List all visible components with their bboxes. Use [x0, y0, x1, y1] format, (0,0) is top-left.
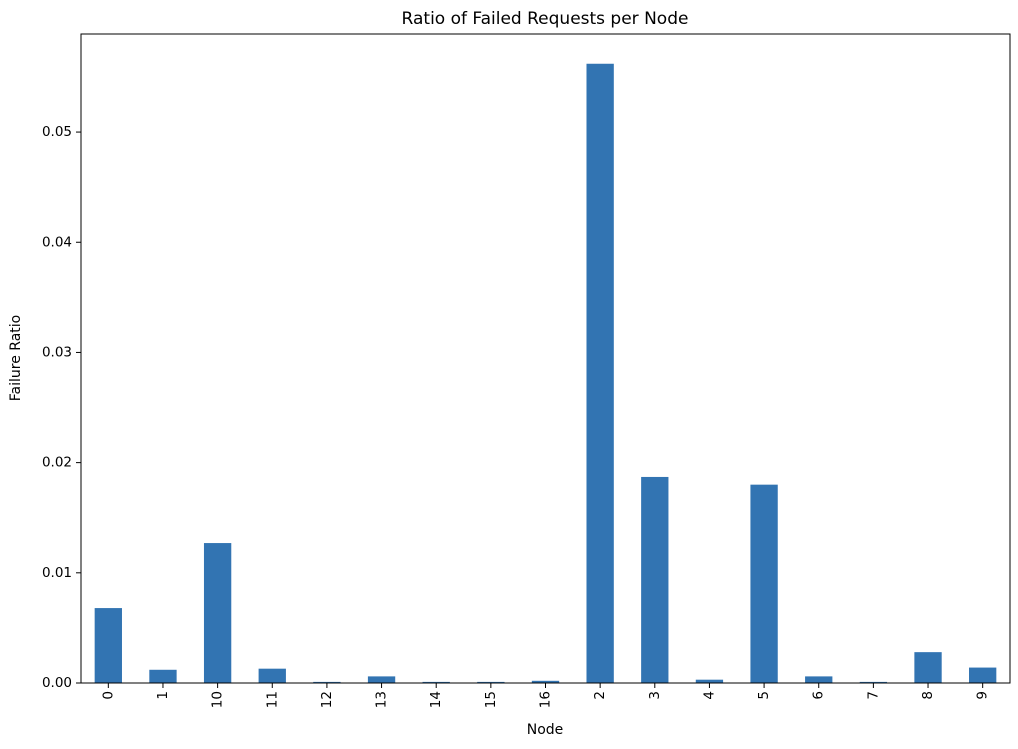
- bar-node-13: [367, 676, 396, 683]
- x-tick-label: 13: [374, 691, 390, 708]
- x-tick-label: 9: [975, 691, 991, 700]
- x-tick-label: 14: [428, 691, 444, 708]
- bar-node-15: [477, 681, 505, 683]
- bar-node-3: [641, 476, 669, 683]
- x-tick-label: 1: [155, 691, 171, 700]
- chart-title: Ratio of Failed Requests per Node: [402, 9, 689, 29]
- x-tick-label: 4: [701, 691, 717, 700]
- y-axis-ticks: 0.00 0.01 0.02 0.03 0.04 0.05: [42, 124, 81, 691]
- y-tick-label: 0.05: [42, 124, 72, 140]
- y-tick-label: 0.04: [42, 234, 72, 250]
- bar-node-4: [695, 679, 724, 683]
- bar-node-0: [94, 608, 122, 683]
- bar-node-14: [422, 681, 450, 683]
- bar-node-16: [531, 680, 560, 683]
- x-tick-label: 7: [865, 691, 881, 700]
- x-tick-label: 5: [756, 691, 772, 700]
- x-tick-label: 11: [264, 691, 280, 708]
- bar-node-10: [203, 543, 232, 683]
- bar-node-9: [969, 667, 997, 683]
- bar-node-12: [313, 681, 341, 683]
- y-tick-label: 0.01: [42, 565, 72, 581]
- bar-node-8: [914, 652, 942, 683]
- bar-node-11: [258, 668, 286, 683]
- bar-node-2: [586, 63, 614, 683]
- y-tick-label: 0.02: [42, 455, 72, 471]
- x-tick-label: 16: [538, 691, 554, 708]
- y-tick-label: 0.03: [42, 344, 72, 360]
- bar-node-5: [750, 484, 778, 683]
- y-tick-label: 0.00: [42, 675, 72, 691]
- x-tick-label: 12: [319, 691, 335, 708]
- bar-node-6: [805, 676, 833, 683]
- x-tick-label: 6: [811, 691, 827, 700]
- x-tick-label: 15: [483, 691, 499, 708]
- y-axis-label: Failure Ratio: [8, 315, 24, 401]
- bar-node-1: [149, 669, 177, 683]
- x-tick-label: 10: [210, 691, 226, 708]
- x-tick-label: 2: [592, 691, 608, 700]
- x-tick-label: 3: [647, 691, 663, 700]
- x-axis-label: Node: [527, 722, 564, 738]
- x-axis-ticks: 0 1 10 11 12 13 14 15 16 2 3 4 5 6 7 8 9: [100, 683, 991, 708]
- x-tick-label: 8: [920, 691, 936, 700]
- x-tick-label: 0: [100, 691, 116, 700]
- plot-frame: [80, 33, 1011, 684]
- bars-layer: [94, 63, 997, 683]
- bar-node-7: [859, 681, 888, 683]
